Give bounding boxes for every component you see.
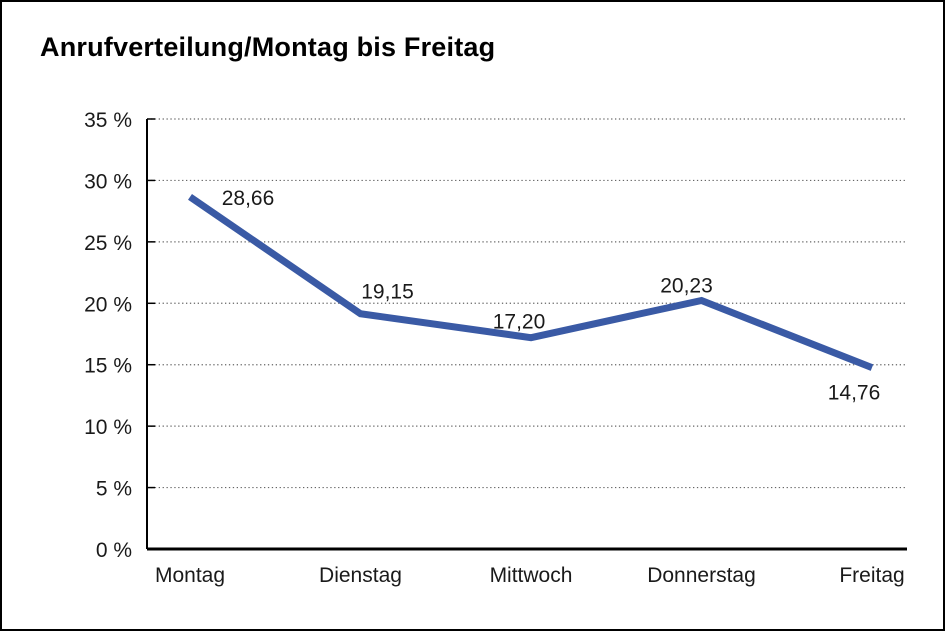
y-tick-label: 20 % xyxy=(84,293,132,316)
y-tick-label: 30 % xyxy=(84,170,132,193)
data-line xyxy=(188,194,874,371)
x-category-label: Freitag xyxy=(839,564,904,587)
y-tick-label: 0 % xyxy=(96,539,132,562)
point-value-label: 28,66 xyxy=(222,187,275,210)
y-tick-label: 5 % xyxy=(96,478,132,501)
y-tick-label: 25 % xyxy=(84,232,132,255)
point-value-label: 20,23 xyxy=(660,274,713,297)
x-category-label: Mittwoch xyxy=(490,564,573,587)
point-value-label: 17,20 xyxy=(493,311,546,334)
point-value-label: 14,76 xyxy=(828,382,881,405)
point-value-label: 19,15 xyxy=(361,281,414,304)
y-tick-label: 10 % xyxy=(84,416,132,439)
x-category-label: Montag xyxy=(155,564,225,587)
chart-title: Anrufverteilung/Montag bis Freitag xyxy=(40,32,496,62)
y-tick-label: 35 % xyxy=(84,109,132,132)
x-category-label: Dienstag xyxy=(319,564,402,587)
y-tick-label: 15 % xyxy=(84,355,132,378)
x-category-label: Donnerstag xyxy=(647,564,756,587)
